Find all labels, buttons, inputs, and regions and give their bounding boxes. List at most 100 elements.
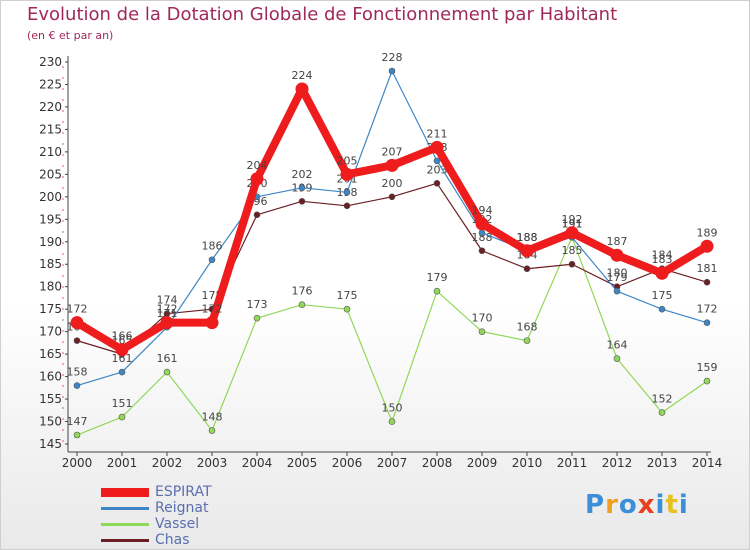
data-label-vassel: 150: [382, 402, 403, 415]
data-label-vassel: 147: [67, 415, 88, 428]
data-label-reignat: 228: [382, 51, 403, 64]
logo-letter: i: [678, 490, 689, 520]
legend-label: Reignat: [155, 500, 209, 516]
y-tick-label: 225: [39, 77, 62, 91]
legend: ESPIRAT Reignat Vassel Chas: [101, 484, 361, 548]
data-label-vassel: 151: [112, 397, 133, 410]
data-point-reignat: [208, 256, 216, 264]
data-point-espirat: [610, 248, 624, 262]
y-tick-label: 175: [39, 302, 62, 316]
data-point-chas: [343, 202, 351, 210]
data-point-espirat: [655, 266, 669, 280]
logo-letter: i: [655, 490, 666, 520]
data-point-reignat: [478, 229, 486, 237]
data-point-espirat: [70, 316, 84, 330]
data-label-espirat: 194: [472, 204, 493, 217]
data-point-chas: [523, 265, 531, 273]
data-label-espirat: 192: [562, 213, 583, 226]
data-point-vassel: [433, 287, 441, 295]
y-tick-label: 195: [39, 212, 62, 226]
data-point-espirat: [295, 82, 309, 96]
legend-swatch: [101, 488, 149, 497]
y-tick-label: 170: [39, 325, 62, 339]
logo-letter: x: [637, 490, 656, 520]
chart-subtitle: (en € et par an): [27, 29, 114, 42]
y-tick-label: 210: [39, 145, 62, 159]
data-label-reignat: 175: [652, 289, 673, 302]
x-tick-label: 2000: [62, 456, 93, 470]
legend-item-vassel: Vassel: [101, 516, 361, 532]
data-label-chas: 174: [157, 294, 178, 307]
y-tick-label: 145: [39, 437, 62, 451]
y-tick-label: 215: [39, 122, 62, 136]
x-tick-label: 2005: [287, 456, 318, 470]
data-label-espirat: 172: [202, 303, 223, 316]
data-point-reignat: [343, 189, 351, 196]
x-tick-label: 2006: [332, 456, 363, 470]
x-tick-label: 2010: [512, 456, 543, 470]
logo-letter: r: [605, 490, 619, 520]
data-point-espirat: [340, 167, 354, 181]
legend-swatch: [101, 523, 149, 526]
data-label-vassel: 164: [607, 339, 628, 352]
data-point-reignat: [433, 157, 441, 165]
logo-letter: o: [618, 490, 638, 520]
x-tick-label: 2002: [152, 456, 183, 470]
data-label-vassel: 179: [427, 271, 448, 284]
data-label-vassel: 176: [292, 285, 313, 298]
data-label-reignat: 202: [292, 168, 313, 181]
legend-label: Chas: [155, 532, 190, 548]
x-tick-label: 2008: [422, 456, 453, 470]
data-point-espirat: [700, 239, 714, 253]
x-tick-label: 2014: [692, 456, 723, 470]
data-label-reignat: 161: [112, 352, 133, 365]
y-tick-label: 190: [39, 235, 62, 249]
data-label-vassel: 168: [517, 321, 538, 334]
data-label-espirat: 188: [517, 231, 538, 244]
x-tick-label: 2004: [242, 456, 273, 470]
logo-letter: t: [665, 490, 679, 520]
data-label-espirat: 172: [67, 303, 88, 316]
data-point-vassel: [298, 301, 306, 308]
data-label-reignat: 158: [67, 366, 88, 379]
data-point-chas: [298, 198, 306, 205]
data-point-chas: [478, 247, 486, 255]
data-point-vassel: [343, 305, 351, 313]
data-label-espirat: 166: [112, 330, 133, 343]
y-tick-label: 205: [39, 167, 62, 181]
data-point-vassel: [478, 328, 486, 335]
data-label-espirat: 204: [247, 159, 268, 172]
data-label-vassel: 170: [472, 312, 493, 325]
data-label-chas: 180: [607, 267, 628, 280]
data-point-espirat: [160, 316, 174, 330]
data-label-reignat: 179: [607, 271, 628, 284]
data-label-reignat: 186: [202, 240, 223, 253]
data-point-espirat: [250, 172, 264, 186]
data-label-chas: 184: [652, 249, 673, 262]
data-point-reignat: [73, 382, 81, 389]
data-point-vassel: [253, 314, 261, 322]
data-point-espirat: [475, 217, 489, 231]
data-label-vassel: 175: [337, 289, 358, 302]
data-label-espirat: 187: [607, 235, 628, 248]
data-point-chas: [568, 260, 576, 268]
data-point-reignat: [613, 287, 621, 295]
x-tick-label: 2009: [467, 456, 498, 470]
data-label-espirat: 183: [652, 253, 673, 266]
data-label-vassel: 148: [202, 411, 223, 424]
y-tick-label: 220: [39, 100, 62, 114]
x-tick-label: 2001: [107, 456, 138, 470]
data-point-reignat: [703, 319, 711, 326]
x-tick-label: 2011: [557, 456, 588, 470]
data-point-espirat: [385, 158, 399, 172]
data-label-vassel: 191: [562, 217, 583, 230]
data-point-vassel: [523, 337, 531, 344]
data-point-vassel: [703, 377, 711, 385]
legend-item-espirat: ESPIRAT: [101, 484, 361, 500]
data-label-vassel: 152: [652, 393, 673, 406]
data-label-espirat: 189: [697, 226, 718, 239]
data-label-reignat: 188: [517, 231, 538, 244]
data-point-chas: [433, 180, 441, 187]
